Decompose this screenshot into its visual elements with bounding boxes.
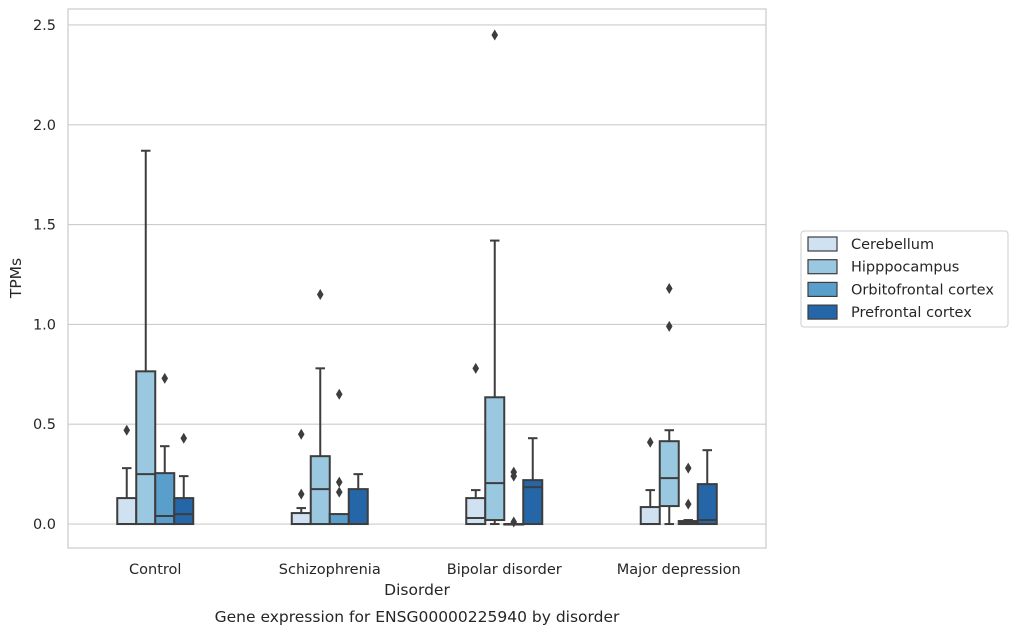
- box-body: [522, 479, 544, 526]
- box-body: [658, 440, 680, 508]
- box-body: [696, 483, 718, 526]
- y-tick-label: 0.5: [33, 417, 56, 433]
- box-body: [639, 506, 661, 526]
- outlier-point: [472, 362, 480, 374]
- outlier-point: [684, 462, 692, 474]
- outlier-point: [665, 282, 673, 294]
- box-cerebellum: [465, 362, 487, 526]
- legend-swatch: [807, 281, 838, 297]
- x-tick-label: Major depression: [617, 562, 741, 578]
- box-body: [465, 497, 487, 526]
- box-cerebellum: [116, 424, 138, 526]
- box-body: [347, 488, 369, 526]
- y-tick-label: 2.5: [33, 18, 56, 34]
- legend-label: Hipppocampus: [851, 260, 959, 276]
- x-axis-ticks: Control Schizophrenia Bipolar disorder Majo…: [129, 562, 741, 578]
- box-hipppocampus: [658, 282, 680, 526]
- outlier-point: [335, 388, 343, 400]
- y-tick-label: 2.0: [33, 118, 56, 134]
- outlier-point: [684, 498, 692, 510]
- outlier-point: [161, 372, 169, 384]
- chart-caption: Gene expression for ENSG00000225940 by d…: [215, 608, 620, 626]
- outlier-point: [316, 288, 324, 300]
- box-orbitofrontal-cortex: [677, 462, 699, 526]
- legend-label: Prefrontal cortex: [851, 305, 972, 321]
- x-tick-label: Bipolar disorder: [447, 562, 562, 578]
- outlier-point: [491, 29, 499, 41]
- outlier-point: [646, 436, 654, 448]
- x-axis-label: Disorder: [384, 581, 450, 599]
- x-tick-label: Control: [129, 562, 181, 578]
- legend-label: Cerebellum: [851, 237, 934, 253]
- outlier-point: [665, 320, 673, 332]
- box-prefrontal-cortex: [696, 449, 718, 526]
- y-axis-label: TPMs: [7, 258, 25, 299]
- y-tick-label: 0.0: [33, 517, 56, 533]
- legend-swatch: [807, 304, 838, 320]
- outlier-point: [297, 488, 305, 500]
- box-body: [135, 370, 157, 526]
- box-hipppocampus: [309, 288, 331, 526]
- legend-frame: [800, 230, 1009, 328]
- box-hipppocampus: [135, 149, 157, 526]
- box-prefrontal-cortex: [173, 432, 195, 526]
- box-orbitofrontal-cortex: [154, 372, 176, 526]
- outlier-point: [123, 424, 131, 436]
- box-body: [484, 396, 506, 522]
- box-body: [173, 497, 195, 526]
- outlier-point: [335, 486, 343, 498]
- legend-label: Orbitofrontal cortex: [851, 282, 994, 298]
- outlier-point: [335, 476, 343, 488]
- box-body: [116, 497, 138, 526]
- plot-frame: [67, 8, 767, 549]
- y-tick-label: 1.5: [33, 218, 56, 234]
- y-axis-ticks: 0.0 0.5 1.0 1.5 2.0 2.5: [33, 18, 56, 533]
- box-prefrontal-cortex: [347, 473, 369, 526]
- legend-swatch: [807, 259, 838, 275]
- outlier-point: [297, 428, 305, 440]
- box-orbitofrontal-cortex: [503, 466, 525, 528]
- box-hipppocampus: [484, 29, 506, 526]
- outlier-point: [510, 516, 518, 528]
- box-body: [290, 512, 312, 526]
- box-cerebellum: [639, 436, 661, 526]
- legend: Cerebellum Hipppocampus Orbitofrontal cort…: [800, 230, 1009, 328]
- box-prefrontal-cortex: [522, 437, 544, 526]
- box-orbitofrontal-cortex: [328, 388, 350, 526]
- box-groups: [116, 29, 718, 528]
- x-tick-label: Schizophrenia: [279, 562, 381, 578]
- box-cerebellum: [290, 428, 312, 526]
- y-tick-label: 1.0: [33, 317, 56, 333]
- box-body: [328, 513, 350, 526]
- outlier-point: [510, 466, 518, 478]
- legend-swatch: [807, 236, 838, 252]
- outlier-point: [180, 432, 188, 444]
